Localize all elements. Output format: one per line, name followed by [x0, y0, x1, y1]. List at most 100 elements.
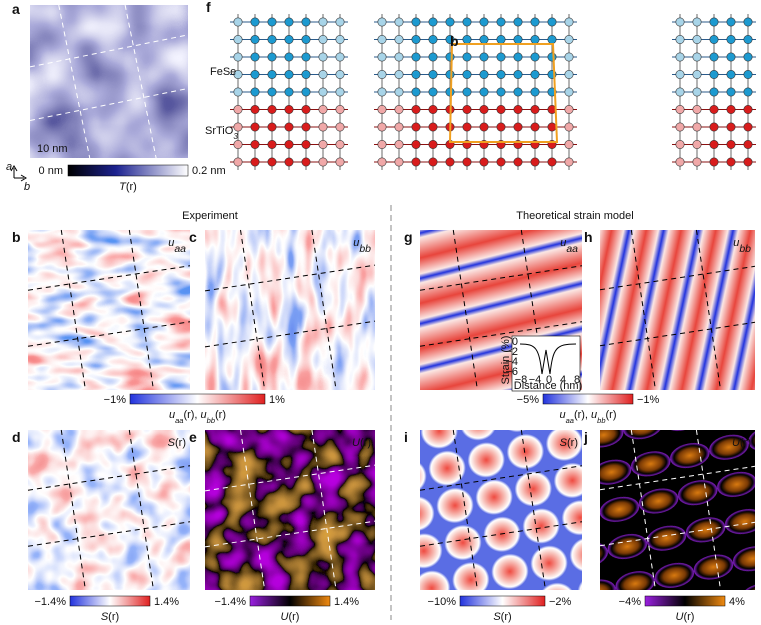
atom [726, 140, 736, 150]
burgers-label: b [450, 33, 459, 49]
atom [530, 105, 540, 115]
atom [284, 105, 294, 115]
atom [284, 122, 294, 132]
atom [445, 34, 455, 44]
atom [709, 52, 719, 62]
label-part: S [560, 437, 568, 449]
dash-h [599, 465, 756, 491]
atom [726, 105, 736, 115]
panel-label: h [584, 229, 593, 245]
atom [318, 34, 328, 44]
atom [377, 52, 387, 62]
inset-xtick: −4 [529, 374, 542, 386]
atom [743, 17, 753, 27]
atom [479, 87, 489, 97]
scale-bar-label: 10 nm [37, 143, 68, 155]
atom [513, 70, 523, 80]
atom [428, 157, 438, 167]
dash-h [599, 521, 756, 547]
atom [394, 140, 404, 150]
atom [675, 157, 685, 167]
atom [530, 34, 540, 44]
panel-label: a [12, 1, 20, 17]
panel-label: e [189, 429, 197, 445]
axis-label-b: b [24, 181, 30, 193]
label-part: SrTiO [205, 125, 234, 137]
atom [547, 34, 557, 44]
label-part: u [201, 409, 207, 421]
atom [267, 87, 277, 97]
atom [564, 34, 574, 44]
atom [709, 140, 719, 150]
dash-v [58, 4, 91, 159]
cbar-label: uaa(r), ubb(r) [559, 409, 616, 425]
colorbar [542, 393, 634, 405]
atom [445, 17, 455, 27]
atom [250, 140, 260, 150]
inset-xtick: 4 [560, 374, 566, 386]
atom [335, 87, 345, 97]
topography-image [30, 5, 188, 158]
atom [496, 157, 506, 167]
atom [496, 87, 506, 97]
strain-map [600, 430, 755, 590]
panel-tag: ubb [353, 237, 371, 255]
strain-map [205, 230, 375, 390]
label-part: u [560, 237, 566, 249]
axis-arrows [10, 165, 27, 182]
panel-label: f [206, 0, 211, 15]
atom [394, 105, 404, 115]
atom [530, 52, 540, 62]
atom [743, 122, 753, 132]
dashed-lines [599, 229, 756, 391]
label-part: U [281, 611, 289, 623]
inset-ylabel: Strain (%) [500, 336, 512, 385]
atom [250, 34, 260, 44]
label-part: bb [207, 416, 215, 425]
atom [692, 34, 702, 44]
label-part: (r) [360, 437, 371, 449]
atom [726, 122, 736, 132]
inset-xtick: 0 [546, 374, 552, 386]
atom [284, 34, 294, 44]
atom [284, 157, 294, 167]
atom [267, 52, 277, 62]
atom [479, 157, 489, 167]
atom [496, 34, 506, 44]
atom [335, 70, 345, 80]
label-part: aa [175, 416, 183, 425]
atom [564, 17, 574, 27]
inset-xtick: 8 [574, 374, 580, 386]
atom [284, 17, 294, 27]
atom [530, 87, 540, 97]
atom [445, 157, 455, 167]
cbar-label: S(r) [101, 611, 119, 623]
atom [377, 122, 387, 132]
atom [428, 17, 438, 27]
cbar-min: 0 nm [39, 165, 63, 177]
atom [318, 17, 328, 27]
atom [377, 17, 387, 27]
atom [233, 17, 243, 27]
dashed-lines [204, 429, 376, 591]
atom [564, 140, 574, 150]
atom [726, 17, 736, 27]
atom [335, 17, 345, 27]
atom [530, 122, 540, 132]
atom [411, 122, 421, 132]
colorbar [644, 595, 726, 607]
label-part: (r) [288, 611, 299, 623]
dash-v [124, 4, 157, 159]
atom [530, 157, 540, 167]
label-part: (r) [108, 611, 119, 623]
dash-h [204, 264, 376, 292]
inset-curve [519, 343, 577, 375]
atom [250, 17, 260, 27]
cbar-label: uaa(r), ubb(r) [169, 409, 226, 425]
label-part: (r), [574, 409, 591, 421]
atom [530, 70, 540, 80]
cbar-label: U(r) [281, 611, 300, 623]
dash-h [599, 265, 756, 291]
atom [233, 52, 243, 62]
colorbar [249, 595, 331, 607]
